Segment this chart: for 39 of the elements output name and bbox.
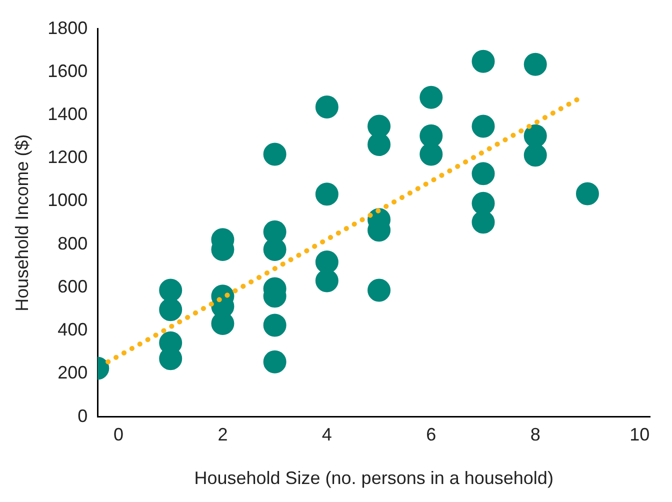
y-tick-label: 1800 <box>48 18 88 38</box>
y-tick-label: 800 <box>58 233 88 254</box>
x-tick-label: 4 <box>322 424 332 445</box>
point <box>263 350 286 374</box>
y-tick-label: 1000 <box>48 190 88 210</box>
point <box>524 124 547 148</box>
point <box>368 278 391 302</box>
y-tick-label: 0 <box>78 406 88 426</box>
point <box>472 162 495 186</box>
x-tick-label: 6 <box>426 424 436 445</box>
y-tick-label: 600 <box>58 276 88 296</box>
point <box>315 182 338 206</box>
point <box>315 96 338 119</box>
point <box>315 269 338 292</box>
point <box>524 52 547 76</box>
y-tick-label: 200 <box>58 362 88 383</box>
y-tick-label: 1400 <box>48 104 88 124</box>
point <box>472 114 495 138</box>
x-tick-label: 0 <box>113 424 124 445</box>
point <box>263 142 286 166</box>
x-axis-title: Household Size (no. persons in a household) <box>194 468 554 488</box>
point <box>263 314 286 337</box>
point <box>420 86 443 109</box>
x-tick-label: 8 <box>530 424 540 445</box>
y-axis-title: Household Income ($) <box>12 134 32 312</box>
x-tick-label: 10 <box>630 424 650 445</box>
point <box>472 210 495 234</box>
point <box>576 182 599 206</box>
x-tick-label: 2 <box>218 424 228 445</box>
y-tick-label: 1200 <box>48 147 88 168</box>
point <box>472 192 495 215</box>
point <box>420 124 443 148</box>
point <box>524 144 547 167</box>
y-tick-label: 1600 <box>48 60 88 81</box>
point <box>472 50 495 73</box>
y-tick-label: 400 <box>58 320 88 340</box>
point <box>159 278 182 302</box>
point <box>368 133 391 156</box>
point <box>159 298 182 322</box>
